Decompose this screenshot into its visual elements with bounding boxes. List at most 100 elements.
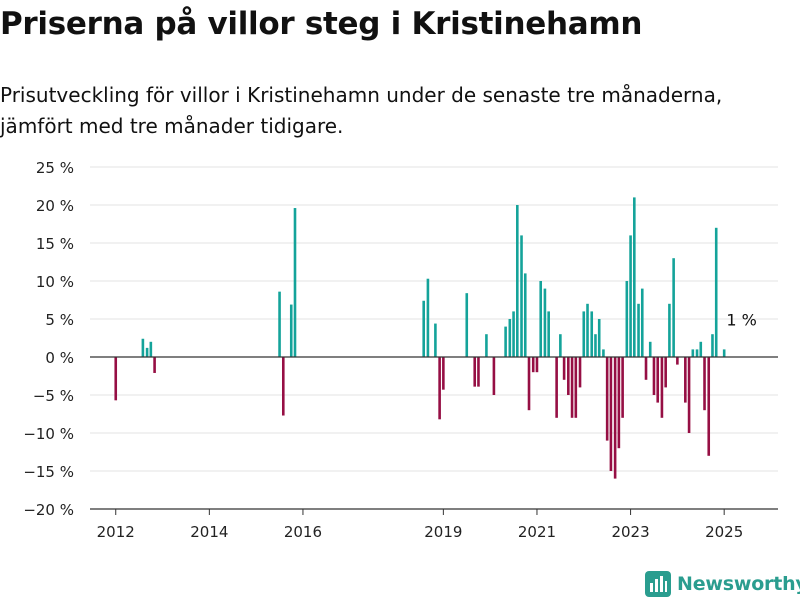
bar bbox=[114, 357, 118, 401]
y-tick-label: 5 % bbox=[45, 311, 74, 329]
bar bbox=[597, 319, 601, 357]
bar bbox=[559, 334, 562, 357]
bar bbox=[633, 197, 636, 357]
bar bbox=[567, 357, 570, 395]
bar bbox=[644, 357, 648, 380]
bar bbox=[586, 303, 589, 357]
bar bbox=[527, 357, 531, 411]
chart-subtitle: Prisutveckling för villor i Kristinehamn… bbox=[0, 83, 723, 138]
bar bbox=[477, 357, 480, 387]
x-tick-label: 2014 bbox=[190, 523, 228, 541]
bar bbox=[656, 357, 660, 403]
bar bbox=[145, 347, 149, 357]
bar bbox=[465, 293, 469, 357]
bar bbox=[516, 205, 519, 357]
y-tick-label: 10 % bbox=[36, 273, 74, 291]
bar bbox=[617, 357, 621, 449]
bar bbox=[547, 311, 550, 357]
bar bbox=[594, 334, 597, 357]
bar bbox=[485, 334, 488, 357]
bar bbox=[695, 349, 699, 357]
bar bbox=[640, 288, 644, 357]
y-tick-label: 0 % bbox=[45, 349, 74, 367]
bar bbox=[652, 357, 656, 395]
chart-title: Priserna på villor steg i Kristinehamn bbox=[0, 6, 643, 42]
bar bbox=[426, 278, 430, 357]
labels: −20 % −15 % −10 % −5 % 0 % 5 % 10 % 15 % 20 % 25 … bbox=[23, 159, 757, 541]
brand-logo[interactable]: Newsworthy bbox=[645, 570, 800, 598]
bar bbox=[613, 357, 617, 479]
bar bbox=[278, 291, 281, 357]
bar bbox=[555, 357, 558, 418]
bar bbox=[570, 357, 574, 418]
bar bbox=[707, 357, 711, 456]
bar bbox=[711, 334, 714, 357]
brand-name: Newsworthy bbox=[677, 573, 800, 595]
bar bbox=[293, 208, 297, 357]
bar bbox=[543, 288, 547, 357]
bar bbox=[625, 281, 629, 357]
x-tick-label: 2019 bbox=[424, 523, 462, 541]
bar bbox=[637, 303, 640, 357]
bar bbox=[141, 338, 145, 357]
bar bbox=[684, 357, 687, 403]
bar bbox=[492, 357, 496, 395]
bar bbox=[562, 357, 566, 380]
bar bbox=[676, 357, 679, 365]
bar bbox=[289, 304, 293, 357]
bar bbox=[539, 281, 543, 357]
bar bbox=[442, 357, 445, 390]
bar bbox=[590, 311, 594, 357]
bar bbox=[722, 349, 726, 357]
y-tick-label: −5 % bbox=[33, 387, 74, 405]
bar bbox=[438, 357, 441, 420]
bar bbox=[664, 357, 667, 388]
bar bbox=[605, 357, 609, 441]
newsworthy-logo-icon bbox=[645, 571, 671, 597]
y-tick-label: −10 % bbox=[23, 425, 74, 443]
bar bbox=[281, 357, 285, 416]
bar bbox=[520, 235, 523, 357]
bar bbox=[574, 357, 578, 418]
bar bbox=[523, 273, 527, 357]
bar bbox=[660, 357, 664, 418]
bars bbox=[114, 197, 726, 479]
y-tick-label: −15 % bbox=[23, 463, 74, 481]
bar bbox=[648, 341, 652, 357]
bar bbox=[691, 349, 695, 357]
bar bbox=[149, 341, 153, 357]
bar bbox=[703, 357, 706, 411]
bar bbox=[578, 357, 582, 388]
bar bbox=[714, 227, 718, 357]
bar bbox=[535, 357, 539, 373]
x-tick-label: 2012 bbox=[97, 523, 135, 541]
bar bbox=[473, 357, 477, 387]
axes bbox=[90, 356, 778, 515]
bar bbox=[531, 357, 535, 373]
bar bbox=[153, 357, 156, 373]
bar bbox=[512, 311, 515, 357]
bar bbox=[602, 349, 605, 357]
bar bbox=[504, 326, 507, 357]
bar bbox=[629, 235, 632, 357]
y-tick-label: 20 % bbox=[36, 197, 74, 215]
y-tick-label: 25 % bbox=[36, 159, 74, 177]
bar bbox=[699, 341, 703, 357]
bar bbox=[582, 311, 586, 357]
x-tick-label: 2021 bbox=[518, 523, 556, 541]
x-tick-label: 2025 bbox=[705, 523, 743, 541]
y-tick-label: 15 % bbox=[36, 235, 74, 253]
bar bbox=[508, 319, 512, 357]
bar bbox=[672, 258, 675, 357]
bar bbox=[609, 357, 613, 471]
y-tick-label: −20 % bbox=[23, 501, 74, 519]
bar bbox=[668, 303, 671, 357]
bar bbox=[422, 300, 426, 357]
bar bbox=[434, 323, 437, 357]
x-tick-label: 2023 bbox=[611, 523, 649, 541]
bar bbox=[621, 357, 624, 418]
latest-value-label: 1 % bbox=[726, 310, 756, 329]
x-tick-label: 2016 bbox=[284, 523, 322, 541]
bar bbox=[687, 357, 691, 433]
